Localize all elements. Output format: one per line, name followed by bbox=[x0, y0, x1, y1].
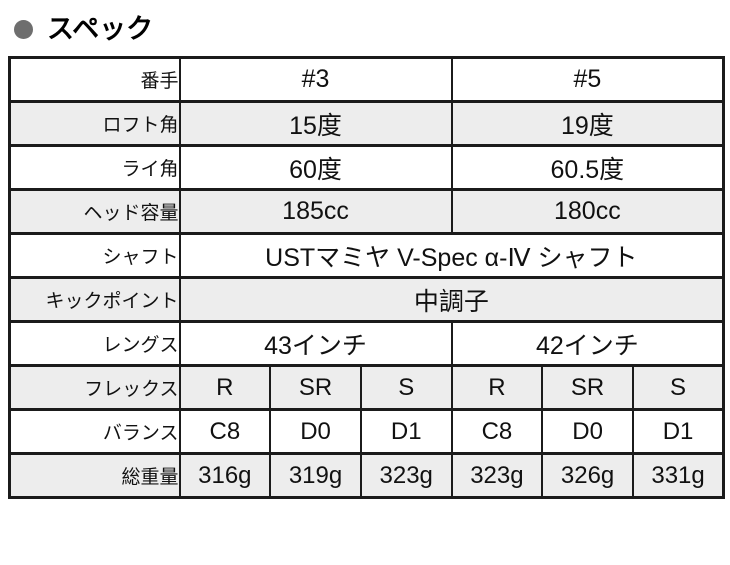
table-row-kick-point: キックポイント 中調子 bbox=[8, 276, 725, 323]
spec-value: 19度 bbox=[450, 100, 725, 147]
spec-value: SR bbox=[541, 364, 634, 411]
row-label: ロフト角 bbox=[8, 100, 181, 147]
table-row-balance: バランス C8 D0 D1 C8 D0 D1 bbox=[8, 408, 725, 455]
spec-value: 60度 bbox=[178, 144, 453, 191]
row-label: キックポイント bbox=[8, 276, 181, 323]
spec-value: 中調子 bbox=[178, 276, 725, 323]
section-header: スペック bbox=[0, 0, 730, 45]
spec-value: 323g bbox=[450, 452, 544, 499]
spec-value: 316g bbox=[178, 452, 272, 499]
spec-value: 185cc bbox=[178, 188, 453, 235]
spec-value: 331g bbox=[631, 452, 725, 499]
spec-value: D1 bbox=[359, 408, 453, 455]
row-label: レングス bbox=[8, 320, 181, 367]
spec-value: C8 bbox=[450, 408, 544, 455]
spec-value: #5 bbox=[450, 56, 725, 103]
table-row-club-number: 番手 #3 #5 bbox=[8, 56, 725, 103]
spec-value: D1 bbox=[631, 408, 725, 455]
bullet-icon bbox=[14, 19, 33, 39]
table-row-flex: フレックス R SR S R SR S bbox=[8, 364, 725, 411]
spec-value: 319g bbox=[269, 452, 362, 499]
row-label: ヘッド容量 bbox=[8, 188, 181, 235]
spec-value: 326g bbox=[541, 452, 634, 499]
table-row-length: レングス 43インチ 42インチ bbox=[8, 320, 725, 367]
spec-value: D0 bbox=[541, 408, 634, 455]
spec-value: USTマミヤ V-Spec α-Ⅳ シャフト bbox=[178, 232, 725, 279]
spec-value: S bbox=[631, 364, 725, 411]
spec-value: #3 bbox=[178, 56, 453, 103]
spec-value: 60.5度 bbox=[450, 144, 725, 191]
table-row-total-weight: 総重量 316g 319g 323g 323g 326g 331g bbox=[8, 452, 725, 499]
row-label: フレックス bbox=[8, 364, 181, 411]
row-label: ライ角 bbox=[8, 144, 181, 191]
table-row-loft: ロフト角 15度 19度 bbox=[8, 100, 725, 147]
spec-value: 43インチ bbox=[178, 320, 453, 367]
spec-table: 番手 #3 #5 ロフト角 15度 19度 ライ角 60度 60.5度 ヘッド容… bbox=[8, 56, 726, 499]
page-title: スペック bbox=[47, 13, 154, 44]
spec-value: R bbox=[178, 364, 272, 411]
row-label: シャフト bbox=[8, 232, 181, 279]
spec-value: R bbox=[450, 364, 544, 411]
row-label: バランス bbox=[8, 408, 181, 455]
spec-value: D0 bbox=[269, 408, 362, 455]
spec-value: 323g bbox=[359, 452, 453, 499]
spec-value: 180cc bbox=[450, 188, 725, 235]
spec-value: SR bbox=[269, 364, 362, 411]
table-row-head-volume: ヘッド容量 185cc 180cc bbox=[8, 188, 725, 235]
spec-value: S bbox=[359, 364, 453, 411]
row-label: 総重量 bbox=[8, 452, 181, 499]
table-row-lie: ライ角 60度 60.5度 bbox=[8, 144, 725, 191]
table-row-shaft: シャフト USTマミヤ V-Spec α-Ⅳ シャフト bbox=[8, 232, 725, 279]
spec-value: 42インチ bbox=[450, 320, 725, 367]
spec-value: 15度 bbox=[178, 100, 453, 147]
spec-value: C8 bbox=[178, 408, 272, 455]
row-label: 番手 bbox=[8, 56, 181, 103]
